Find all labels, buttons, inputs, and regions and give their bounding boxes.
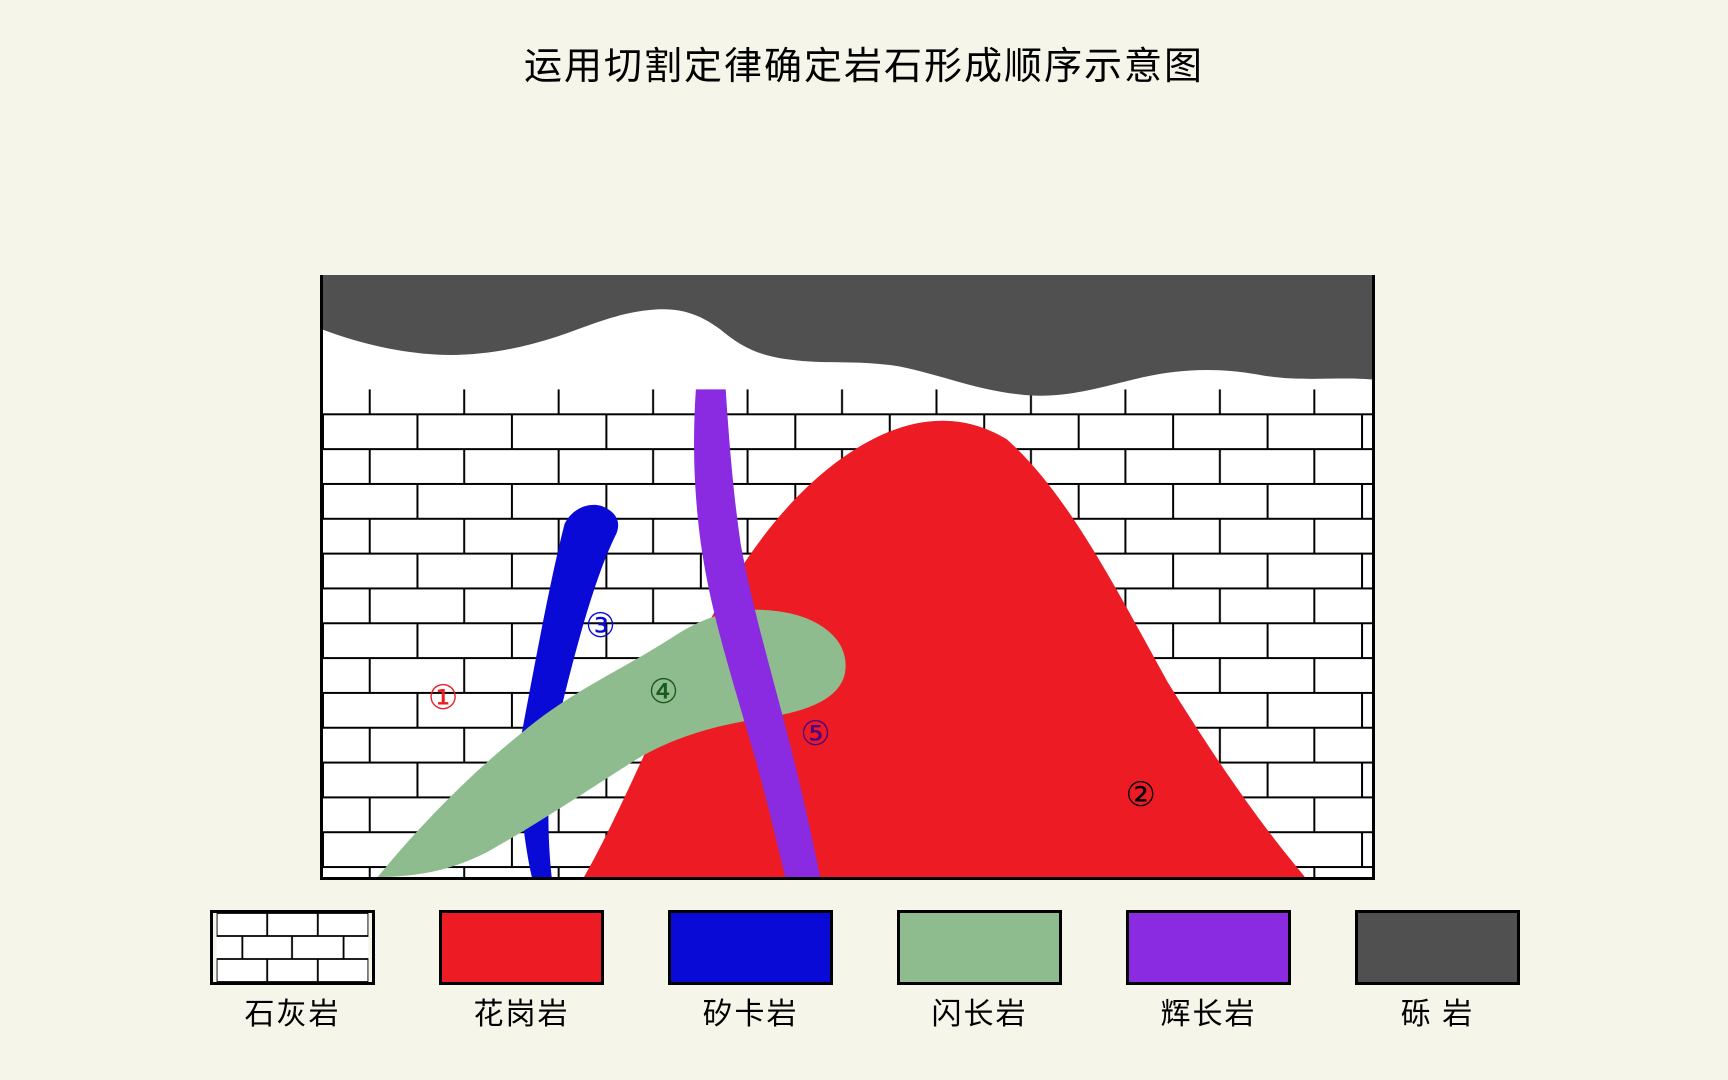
marker-③: ③ bbox=[585, 606, 615, 646]
legend-item-skarn: 矽卡岩 bbox=[668, 910, 833, 1033]
conglomerate-layer bbox=[323, 275, 1372, 396]
legend-swatch-gabbro bbox=[1126, 910, 1291, 985]
legend-swatch-skarn bbox=[668, 910, 833, 985]
legend-label-limestone: 石灰岩 bbox=[245, 989, 341, 1033]
legend-item-gabbro: 辉长岩 bbox=[1126, 910, 1291, 1033]
geological-diagram: ① ② ③④ ⑤ bbox=[320, 275, 1375, 880]
diagram-title: 运用切割定律确定岩石形成顺序示意图 bbox=[524, 35, 1204, 90]
legend-item-diorite: 闪长岩 bbox=[897, 910, 1062, 1033]
legend-label-gabbro: 辉长岩 bbox=[1161, 989, 1257, 1033]
diagram-svg bbox=[323, 275, 1372, 877]
legend-swatch-diorite bbox=[897, 910, 1062, 985]
marker-②: ② bbox=[1125, 775, 1155, 815]
marker-④: ④ bbox=[648, 672, 678, 712]
legend-item-conglomerate: 砾 岩 bbox=[1355, 910, 1520, 1033]
marker-①: ① bbox=[428, 678, 458, 718]
legend-label-conglomerate: 砾 岩 bbox=[1401, 989, 1475, 1033]
legend-item-granite: 花岗岩 bbox=[439, 910, 604, 1033]
legend-label-skarn: 矽卡岩 bbox=[703, 989, 799, 1033]
legend-item-limestone: 石灰岩 bbox=[210, 910, 375, 1033]
legend-swatch-granite bbox=[439, 910, 604, 985]
legend-label-diorite: 闪长岩 bbox=[932, 989, 1028, 1033]
marker-⑤: ⑤ bbox=[800, 714, 830, 754]
legend-swatch-conglomerate bbox=[1355, 910, 1520, 985]
legend-label-granite: 花岗岩 bbox=[474, 989, 570, 1033]
legend-swatch-limestone bbox=[210, 910, 375, 985]
legend: 石灰岩 花岗岩 矽卡岩 闪长岩 辉长岩 砾 岩 bbox=[210, 910, 1520, 1033]
